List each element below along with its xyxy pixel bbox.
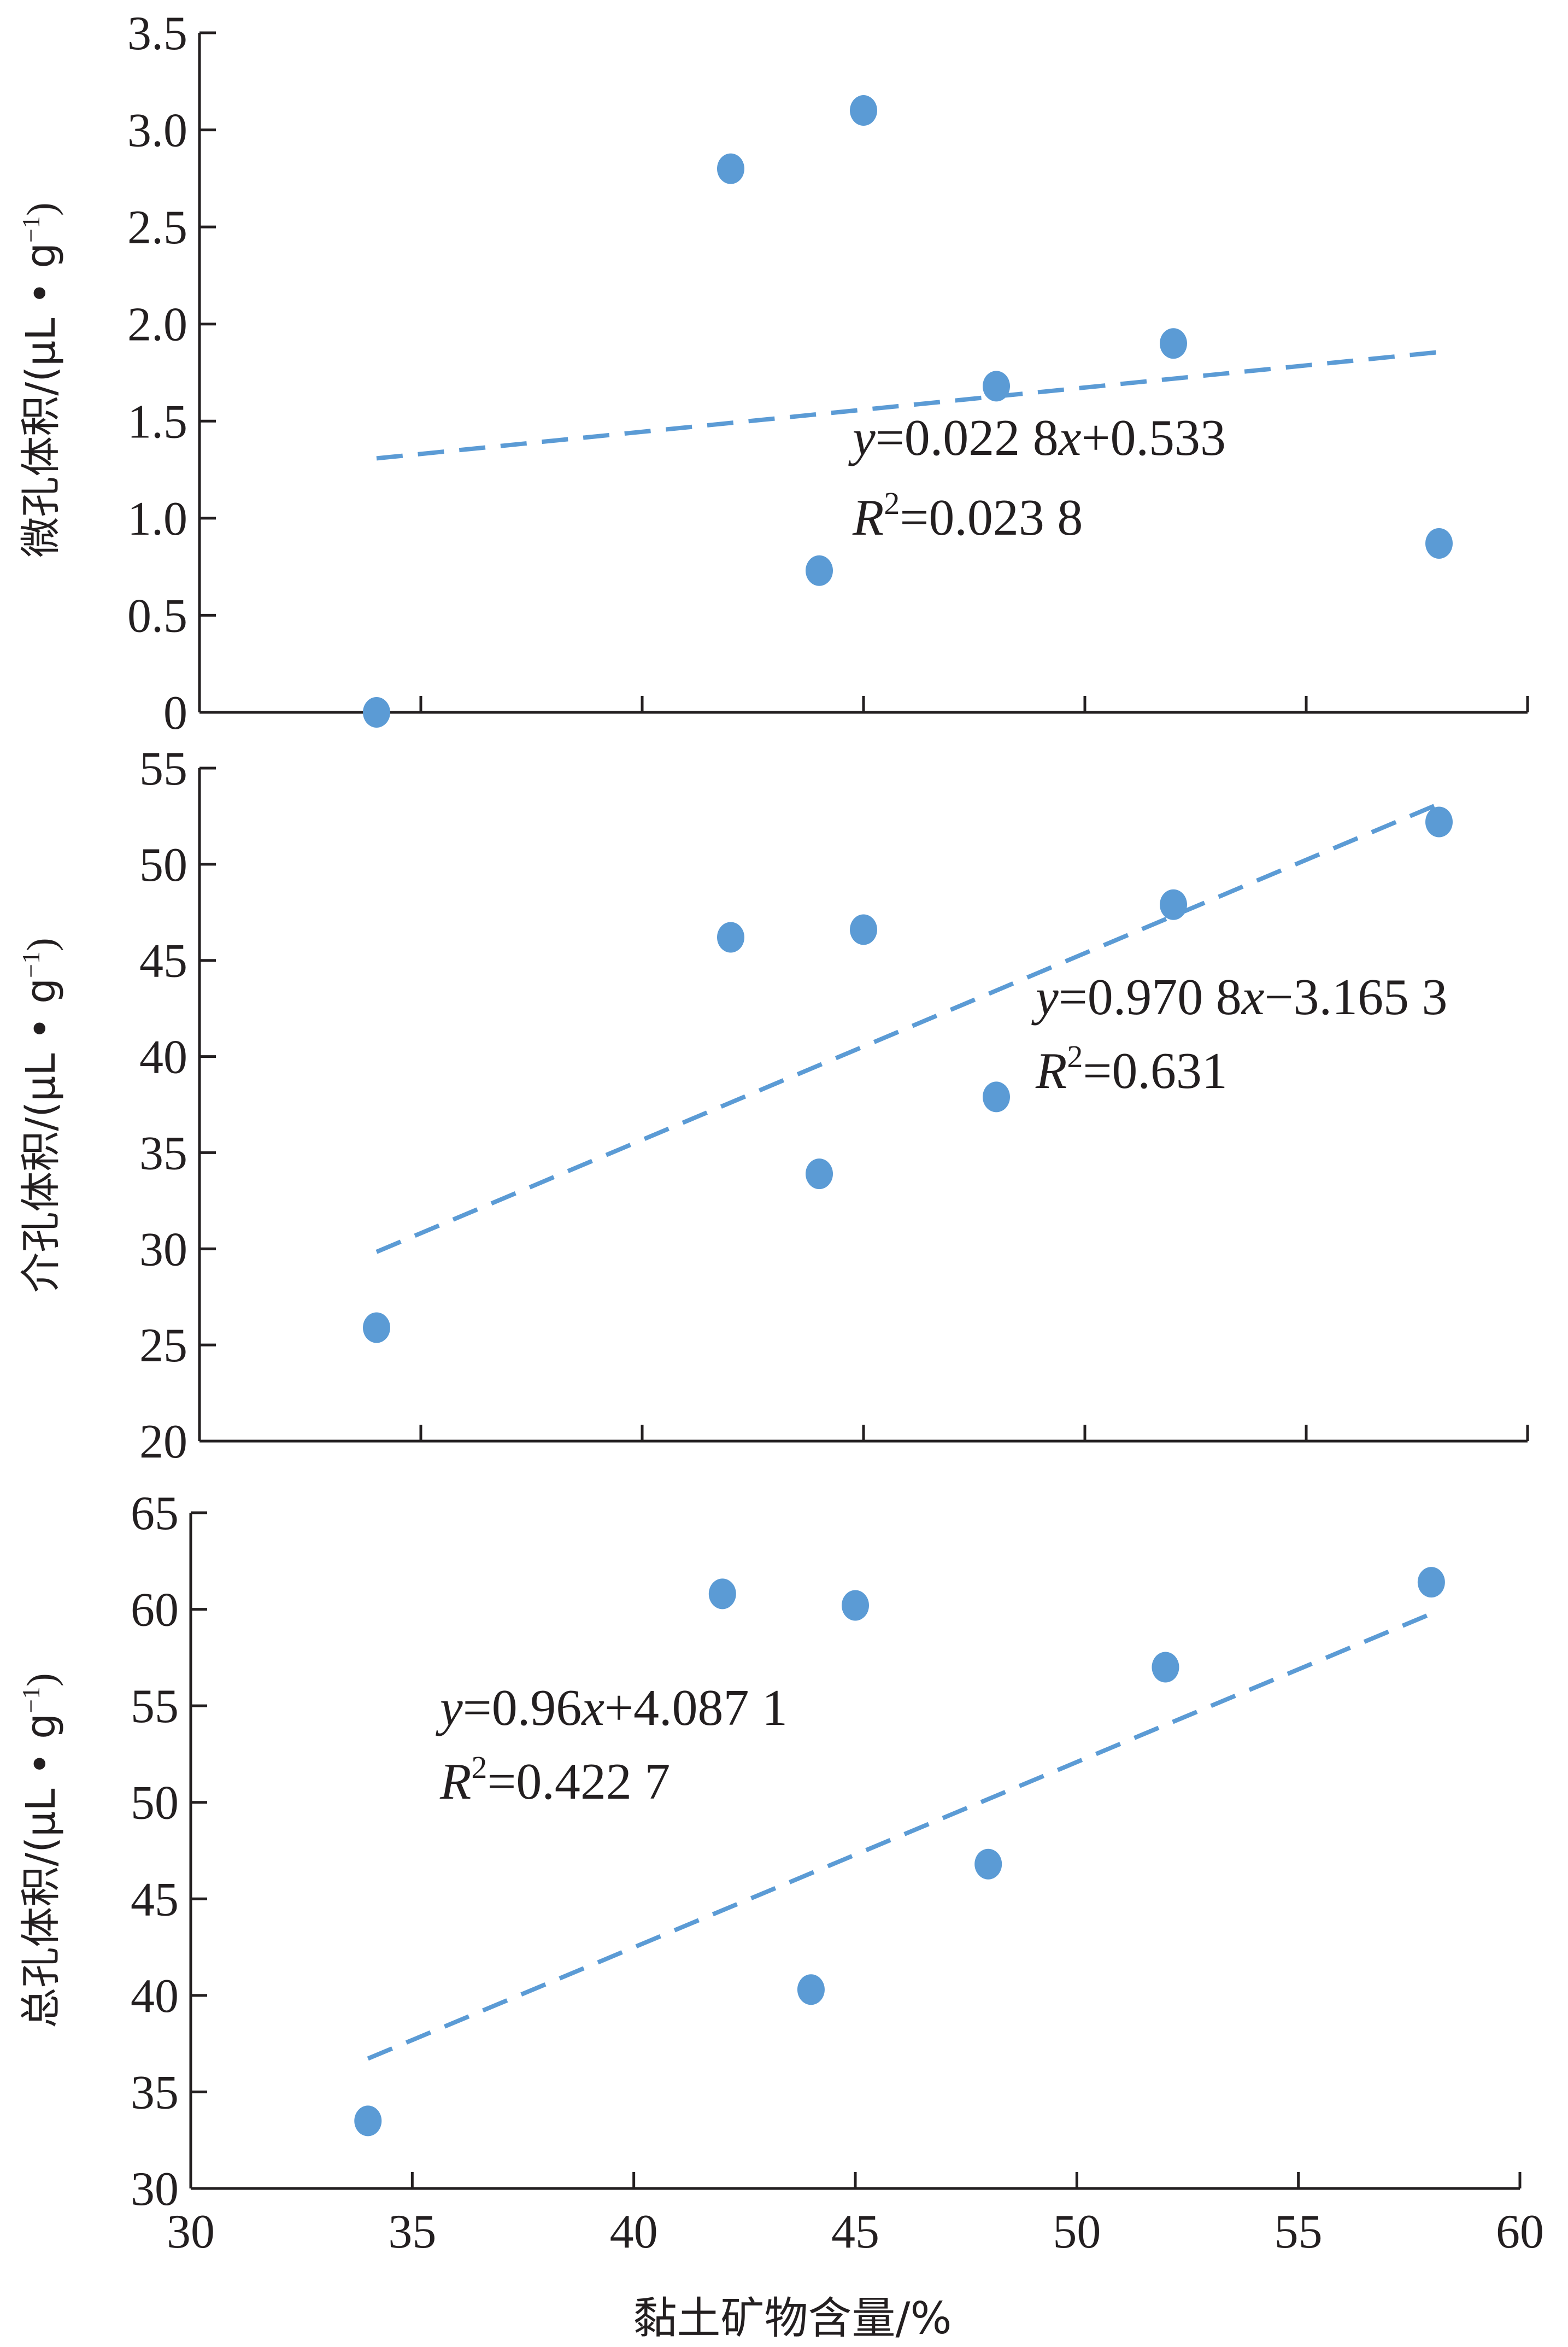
mesopore-y-tick-label: 40 — [139, 1031, 187, 1084]
mesopore-y-tick-label: 35 — [139, 1127, 187, 1180]
micropore-data-point — [850, 95, 877, 126]
micropore-axes: 0 0.5 1.0 1.5 2.0 2.5 3.0 3.5 — [127, 7, 1529, 740]
total-pore-trendline-layer — [367, 1612, 1432, 2061]
mesopore-y-tick-label: 20 — [139, 1415, 187, 1468]
mesopore-points-layer — [363, 806, 1453, 1343]
total-pore-data-point — [797, 1974, 825, 2005]
mesopore-y-tick-label: 25 — [139, 1319, 187, 1372]
micropore-data-point — [717, 153, 744, 184]
micropore-y-tick-label: 0.5 — [127, 589, 187, 642]
micropore-y-tick-label: 2.5 — [127, 201, 187, 254]
mesopore-data-point — [1160, 889, 1187, 920]
micropore-y-tick-label: 3.5 — [127, 7, 187, 60]
total-pore-panel: 30 35 40 45 50 55 60 65 30 35 40 45 50 55 60 总孔体积/(μL … — [17, 1487, 1544, 2344]
micropore-y-tick-label: 1.0 — [127, 493, 187, 546]
total-pore-y-tick-label: 35 — [131, 2066, 179, 2119]
x-tick-label: 40 — [610, 2205, 658, 2258]
total-pore-y-tick-label: 55 — [131, 1680, 179, 1733]
micropore-y-tick-label: 0 — [163, 687, 187, 740]
total-pore-equation: y=0.96x+4.087 1 — [436, 1679, 788, 1736]
total-pore-y-tick-label: 30 — [131, 2163, 179, 2216]
total-pore-r-squared: R2=0.422 7 — [439, 1749, 670, 1810]
x-tick-label: 55 — [1275, 2205, 1323, 2258]
total-pore-data-point — [974, 1848, 1002, 1880]
micropore-trendline-layer — [376, 350, 1440, 461]
mesopore-y-axis-label: 介孔体积/(μL • g−1) — [17, 938, 64, 1292]
micropore-y-tick-label: 1.5 — [127, 395, 187, 448]
x-axis-label: 黏土矿物含量/% — [633, 2293, 952, 2344]
total-pore-y-tick-label: 40 — [131, 1970, 179, 2023]
micropore-panel: 0 0.5 1.0 1.5 2.0 2.5 3.0 3.5 微孔体积/(μL • g−1) y… — [17, 7, 1529, 740]
mesopore-data-point — [806, 1158, 833, 1190]
total-pore-y-axis-label: 总孔体积/(μL • g−1) — [17, 1673, 64, 2028]
x-tick-label: 60 — [1496, 2205, 1544, 2258]
total-pore-data-point — [1417, 1567, 1445, 1598]
total-pore-y-tick-label: 45 — [131, 1873, 179, 1926]
micropore-data-point — [1160, 328, 1187, 359]
total-pore-data-point — [708, 1578, 736, 1609]
mesopore-y-tick-label: 30 — [139, 1223, 187, 1276]
total-pore-data-point — [842, 1590, 869, 1621]
total-pore-data-point — [354, 2105, 382, 2137]
total-pore-y-tick-label: 65 — [131, 1487, 179, 1540]
micropore-equation: y=0.022 8x+0.533 — [848, 409, 1226, 466]
mesopore-trendline-layer — [375, 801, 1440, 1254]
x-tick-label: 50 — [1053, 2205, 1101, 2258]
micropore-trendline — [376, 350, 1440, 461]
total-pore-trendline — [367, 1612, 1432, 2061]
mesopore-equation: y=0.970 8x−3.165 3 — [1031, 969, 1448, 1026]
micropore-y-tick-label: 2.0 — [127, 299, 187, 352]
mesopore-trendline — [375, 801, 1440, 1254]
total-pore-data-point — [1152, 1652, 1179, 1683]
x-tick-label: 30 — [167, 2205, 215, 2258]
mesopore-panel: 20 25 30 35 40 45 50 55 介孔体积/(μL • g−1) y=0.970… — [17, 742, 1529, 1468]
mesopore-y-tick-label: 55 — [139, 742, 187, 795]
mesopore-data-point — [983, 1081, 1010, 1113]
micropore-data-point — [1425, 528, 1453, 559]
total-pore-y-tick-label: 60 — [131, 1584, 179, 1637]
mesopore-data-point — [1425, 806, 1453, 838]
micropore-r-squared: R2=0.023 8 — [852, 485, 1083, 546]
x-tick-label: 35 — [388, 2205, 436, 2258]
mesopore-y-tick-label: 45 — [139, 935, 187, 988]
mesopore-data-point — [363, 1312, 390, 1343]
mesopore-y-tick-label: 50 — [139, 839, 187, 892]
mesopore-data-point — [850, 914, 877, 945]
mesopore-r-squared: R2=0.631 — [1035, 1039, 1228, 1099]
total-pore-points-layer — [354, 1567, 1445, 2137]
micropore-data-point — [806, 555, 833, 586]
micropore-data-point — [983, 371, 1010, 402]
mesopore-axes: 20 25 30 35 40 45 50 55 — [139, 742, 1529, 1468]
total-pore-axes: 30 35 40 45 50 55 60 65 30 35 40 45 50 55 60 — [131, 1487, 1544, 2258]
micropore-points-layer — [363, 95, 1453, 728]
micropore-y-tick-label: 3.0 — [127, 104, 187, 157]
micropore-y-axis-label: 微孔体积/(μL • g−1) — [17, 202, 64, 557]
micropore-data-point — [363, 697, 390, 728]
total-pore-y-tick-label: 50 — [131, 1777, 179, 1830]
x-tick-label: 45 — [831, 2205, 879, 2258]
mesopore-data-point — [717, 922, 744, 953]
